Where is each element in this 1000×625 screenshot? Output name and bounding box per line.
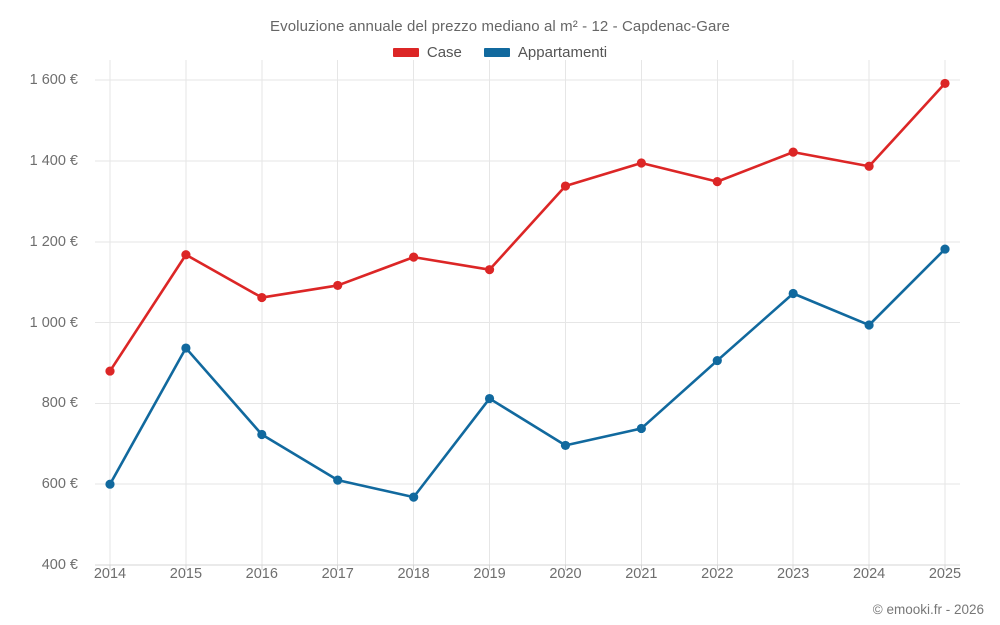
data-point-case-2014[interactable]	[105, 366, 115, 376]
data-point-appartamenti-2023[interactable]	[788, 288, 798, 299]
data-point-case-2018[interactable]	[409, 252, 419, 262]
data-point-case-2023[interactable]	[788, 147, 798, 157]
series-line-case	[108, 82, 947, 373]
x-tick-label: 2019	[473, 566, 506, 582]
data-point-case-2021[interactable]	[636, 158, 646, 168]
y-axis: 400 € 600 € 800 € 1 000 € 1 200 € 1 400 € 1 60…	[0, 60, 88, 573]
legend-label-case: Case	[426, 44, 462, 61]
y-tick-label: 800 €	[41, 395, 78, 412]
x-tick-label: 2018	[397, 566, 430, 582]
y-tick-label: 400 €	[41, 557, 78, 573]
chart-legend: Case Appartamenti	[0, 44, 1000, 61]
x-tick-label: 2024	[852, 566, 886, 582]
x-tick-label: 2020	[549, 566, 582, 582]
data-point-appartamenti-2016[interactable]	[257, 429, 267, 440]
data-point-case-2024[interactable]	[864, 161, 874, 171]
data-point-appartamenti-2015[interactable]	[181, 343, 191, 353]
plot-svg	[95, 60, 960, 570]
data-point-case-2020[interactable]	[560, 181, 571, 191]
data-point-appartamenti-2017[interactable]	[333, 475, 343, 485]
plot-area	[95, 60, 960, 570]
data-point-case-2025[interactable]	[940, 78, 950, 89]
x-tick-label: 2023	[777, 566, 810, 582]
data-point-appartamenti-2025[interactable]	[940, 244, 950, 254]
x-tick-label: 2022	[701, 566, 734, 582]
data-point-appartamenti-2021[interactable]	[636, 423, 646, 434]
legend-item-appartamenti[interactable]: Appartamenti	[483, 44, 608, 61]
data-point-case-2019[interactable]	[484, 265, 495, 275]
legend-label-appartamenti: Appartamenti	[517, 44, 608, 61]
data-point-case-2017[interactable]	[333, 280, 343, 291]
data-point-appartamenti-2022[interactable]	[712, 355, 722, 366]
y-tick-label: 600 €	[41, 476, 78, 493]
y-tick-label: 1 600 €	[29, 72, 78, 89]
data-point-case-2022[interactable]	[712, 177, 722, 187]
data-point-appartamenti-2014[interactable]	[105, 479, 115, 489]
y-tick-label: 1 400 €	[29, 153, 78, 169]
data-point-case-2016[interactable]	[257, 292, 267, 303]
chart-title: Evoluzione annuale del prezzo mediano al…	[270, 18, 730, 35]
x-tick-label: 2025	[928, 566, 962, 582]
x-tick-label: 2021	[625, 566, 658, 582]
legend-item-case[interactable]: Case	[392, 44, 462, 61]
y-tick-label: 1 200 €	[29, 233, 78, 250]
x-tick-label: 2014	[93, 566, 127, 582]
x-axis: 2014 2015 2016 2017 2018 2019 2020 2021 2022 2023…	[93, 566, 962, 590]
series-line-appartamenti	[108, 247, 947, 499]
data-point-case-2015[interactable]	[181, 250, 191, 260]
x-tick-label: 2017	[321, 566, 354, 582]
y-tick-label: 1 000 €	[29, 314, 78, 331]
legend-swatch-case-icon	[392, 48, 419, 57]
x-tick-label: 2015	[169, 566, 203, 582]
x-tick-label: 2016	[245, 566, 278, 582]
copyright-credit: © emooki.fr - 2026	[872, 602, 984, 617]
data-point-appartamenti-2024[interactable]	[864, 320, 874, 330]
legend-swatch-appartamenti-icon	[483, 48, 510, 57]
data-point-appartamenti-2020[interactable]	[560, 440, 571, 451]
data-point-appartamenti-2018[interactable]	[409, 492, 419, 502]
data-point-appartamenti-2019[interactable]	[484, 393, 495, 404]
